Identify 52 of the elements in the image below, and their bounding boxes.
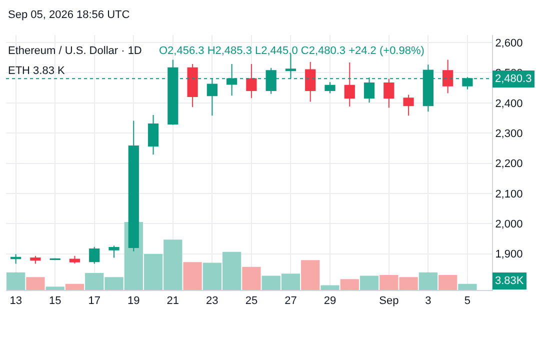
bar <box>340 279 359 290</box>
x-tick-label: 21 <box>166 295 180 308</box>
bar <box>438 275 458 290</box>
bar <box>458 284 477 290</box>
x-tick-label: 19 <box>128 295 140 308</box>
candlestick <box>324 82 336 94</box>
text: Ethereum / U.S. Dollar · 1D <box>8 45 142 57</box>
candlestick <box>246 63 257 99</box>
bar <box>418 272 438 290</box>
x-tick-label: 3 <box>425 295 432 308</box>
x-tick-label: 5 <box>464 295 471 308</box>
bar <box>360 276 379 290</box>
bar <box>46 286 64 290</box>
candlestick <box>30 255 41 264</box>
candlestick <box>187 63 198 108</box>
candlestick <box>403 94 414 116</box>
candlestick <box>344 62 355 108</box>
bar <box>242 266 261 290</box>
candlestick <box>384 78 394 108</box>
x-tick-label: 25 <box>245 295 258 308</box>
bar <box>183 262 202 290</box>
candlestick <box>442 59 454 94</box>
candlestick <box>10 254 22 264</box>
x-tick-label: 15 <box>48 295 62 308</box>
x-tick-label: Sep <box>379 295 399 308</box>
y-tick-label: 2,000 <box>495 218 523 230</box>
y-tick-label: 2,400 <box>495 98 523 110</box>
bar <box>6 272 26 290</box>
text: Sep 05, 2026 18:56 UTC <box>8 9 130 21</box>
y-tick-label: 2,100 <box>495 188 523 200</box>
candlestick <box>89 246 100 264</box>
candlestick <box>305 61 316 102</box>
x-tick-label: 29 <box>324 295 336 308</box>
bar <box>320 285 340 290</box>
x-tick-label: 23 <box>206 295 218 308</box>
candlestick <box>69 255 80 264</box>
bar <box>65 284 84 290</box>
y-tick-label: 2,200 <box>495 158 523 170</box>
y-tick-label: 2,300 <box>495 128 523 140</box>
x-tick-label: 13 <box>10 295 22 308</box>
y-tick-label: 2,600 <box>495 37 523 50</box>
annotation: O2,456.3 H2,485.3 L2,445.0 C2,480.3 +24.2 (+0.98%) <box>159 45 424 57</box>
text: 3.83K <box>495 275 524 287</box>
x-tick-label: 17 <box>88 295 100 308</box>
candlestick <box>108 245 120 258</box>
ref-line-label: 2,480.3 <box>495 73 532 85</box>
candlestick <box>148 114 159 155</box>
bar <box>26 277 45 290</box>
x-tick-label: 27 <box>284 295 297 308</box>
y-tick-label: 1,900 <box>495 248 523 261</box>
annotation: ETH 3.83 K <box>8 65 66 77</box>
bar <box>301 260 320 290</box>
